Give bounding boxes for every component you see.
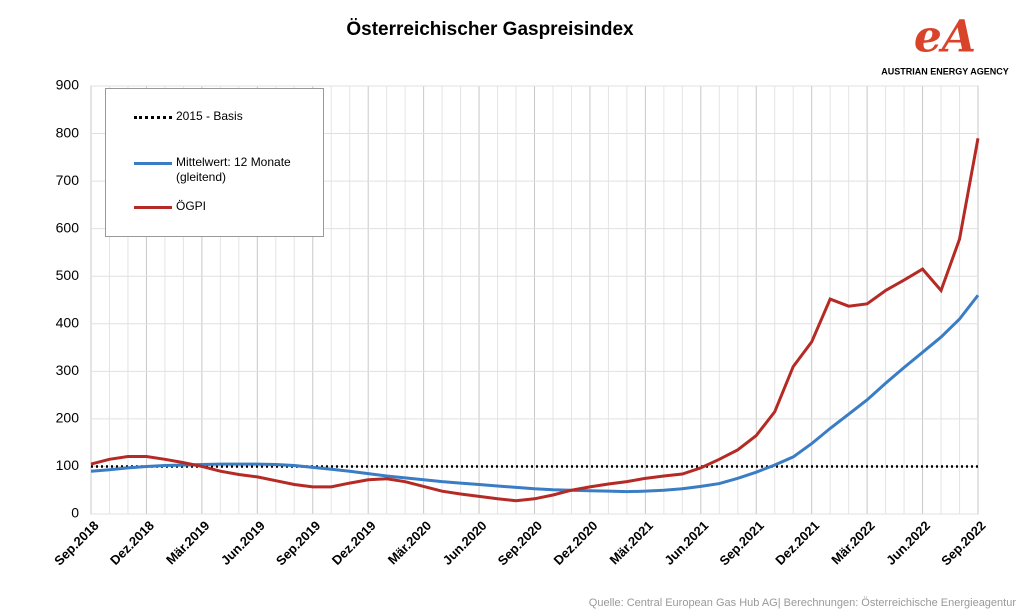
- x-tick-label: Dez.2018: [107, 518, 157, 568]
- y-tick-label: 100: [56, 457, 80, 473]
- x-tick-label: Mär.2019: [163, 518, 212, 567]
- y-tick-label: 300: [56, 362, 80, 378]
- legend: 2015 - Basis Mittelwert: 12 Monate (gleit…: [105, 88, 324, 237]
- chart-title: Österreichischer Gaspreisindex: [346, 19, 634, 40]
- x-tick-label: Jun.2022: [883, 518, 933, 568]
- y-tick-label: 0: [71, 505, 79, 521]
- x-tick-label: Mär.2020: [385, 518, 434, 567]
- source: Quelle: Central European Gas Hub AG| Ber…: [589, 597, 1017, 609]
- x-tick-label: Sep.2018: [51, 518, 101, 568]
- x-tick-label: Mär.2022: [828, 518, 877, 567]
- y-tick-label: 500: [56, 267, 80, 283]
- legend-item: 2015 - Basis: [134, 109, 306, 124]
- legend-label: ÖGPI: [176, 199, 207, 213]
- x-tick-label: Jun.2019: [218, 518, 268, 568]
- y-tick-label: 400: [56, 314, 80, 330]
- x-tick-label: Sep.2021: [716, 518, 766, 568]
- series-line: [90, 138, 980, 503]
- legend-label: 2015 - Basis: [176, 109, 243, 123]
- y-tick-label: 600: [56, 219, 80, 235]
- y-tick-label: 700: [56, 172, 80, 188]
- x-tick-label: Dez.2020: [551, 518, 601, 568]
- x-tick-label: Dez.2019: [329, 518, 379, 568]
- y-tick-label: 200: [56, 410, 80, 426]
- x-tick-label: Sep.2020: [495, 518, 545, 568]
- legend-swatch: [134, 116, 172, 119]
- x-tick-label: Dez.2021: [772, 518, 822, 568]
- legend-item: Mittelwert: 12 Monate (gleitend): [134, 155, 306, 185]
- x-tick-label: Sep.2019: [273, 518, 323, 568]
- x-tick-label: Mär.2021: [606, 518, 655, 567]
- legend-swatch: [134, 162, 172, 165]
- logo-mark: eA: [914, 12, 976, 63]
- x-tick-label: Sep.2022: [938, 518, 988, 568]
- x-tick-label: Jun.2021: [661, 518, 711, 568]
- legend-label: Mittelwert: 12 Monate (gleitend): [176, 155, 291, 184]
- y-tick-label: 800: [56, 124, 80, 140]
- legend-item: ÖGPI: [134, 199, 306, 214]
- y-tick-label: 900: [56, 77, 80, 93]
- logo-name: AUSTRIAN ENERGY AGENCY: [881, 66, 1009, 76]
- legend-swatch: [134, 206, 172, 209]
- x-tick-label: Jun.2020: [440, 518, 490, 568]
- series-line: [90, 294, 980, 494]
